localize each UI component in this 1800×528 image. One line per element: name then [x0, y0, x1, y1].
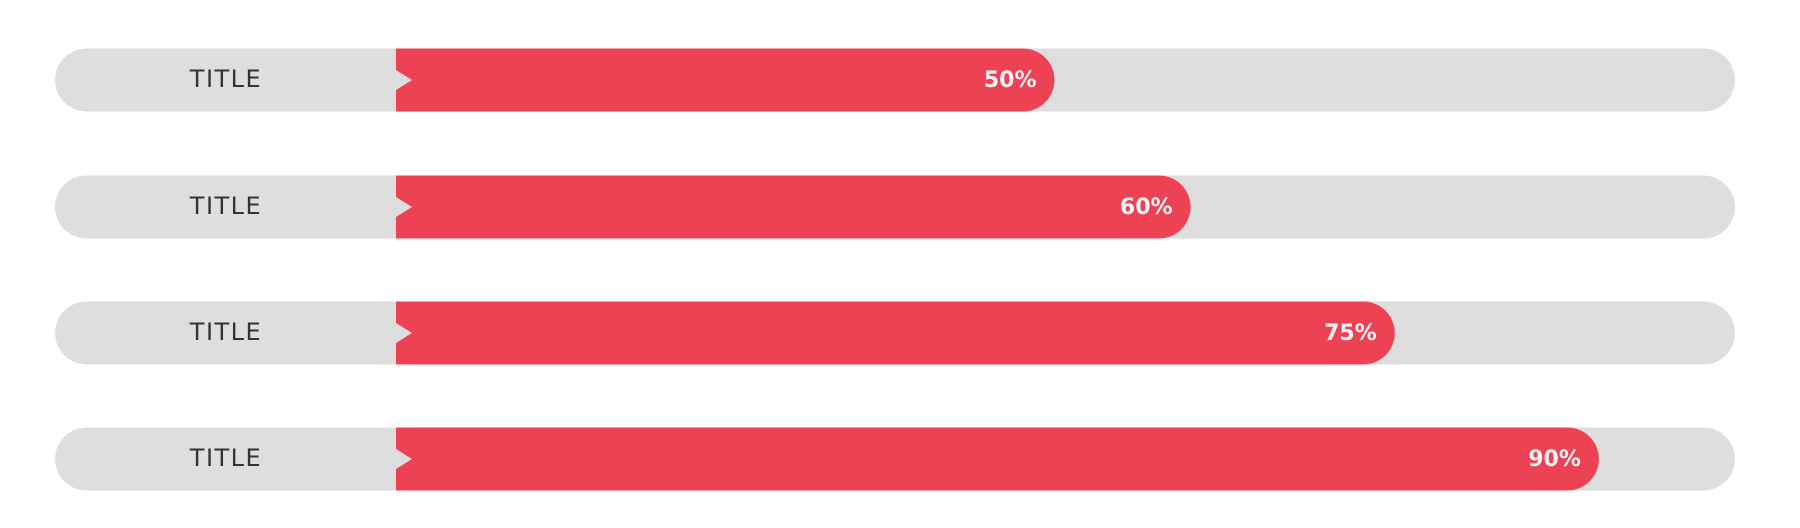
value-label: 90% — [1528, 447, 1581, 472]
value-label: 50% — [984, 68, 1037, 93]
bar — [396, 175, 1191, 239]
value-label: 60% — [1120, 195, 1173, 220]
category-label: TITLE — [189, 318, 262, 346]
bar — [396, 48, 1055, 112]
bar — [396, 301, 1395, 365]
category-label: TITLE — [189, 444, 262, 472]
bar — [396, 427, 1599, 491]
category-label: TITLE — [189, 65, 262, 93]
category-label: TITLE — [189, 192, 262, 220]
value-label: 75% — [1324, 321, 1377, 346]
